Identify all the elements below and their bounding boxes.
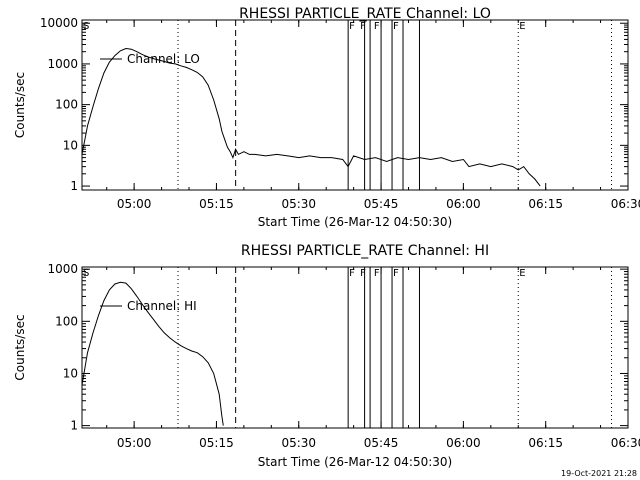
- x-tick-label: 05:00: [117, 197, 152, 211]
- hi-channel-panel: RHESSI PARTICLE_RATE Channel: HI Start Ti…: [13, 243, 640, 469]
- x-tick-label: 05:30: [281, 436, 316, 450]
- footer-timestamp: 19-Oct-2021 21:28: [561, 469, 637, 478]
- event-marker-letter: E: [519, 268, 525, 279]
- y-tick-label: 100: [55, 98, 78, 112]
- data-series-line: [81, 281, 224, 426]
- event-marker-letter: F: [360, 268, 366, 279]
- event-marker-letter: S: [83, 21, 89, 32]
- event-marker-letter: S: [83, 268, 89, 279]
- x-tick-label: 05:15: [199, 436, 234, 450]
- x-tick-label: 06:00: [446, 436, 481, 450]
- x-tick-label: 06:30: [611, 436, 640, 450]
- x-axis-label: Start Time (26-Mar-12 04:50:30): [258, 215, 452, 229]
- event-marker-letter: F: [349, 21, 355, 32]
- data-series-line: [81, 47, 541, 187]
- y-axis-label: Counts/sec: [13, 314, 27, 380]
- x-tick-label: 06:30: [611, 197, 640, 211]
- plot-frame: [81, 19, 629, 191]
- y-tick-label: 1000: [47, 57, 78, 71]
- x-tick-label: 05:15: [199, 197, 234, 211]
- y-tick-label: 10: [63, 366, 78, 380]
- event-marker-letter: F: [393, 268, 399, 279]
- x-axis-label: Start Time (26-Mar-12 04:50:30): [258, 455, 452, 469]
- chart-title: RHESSI PARTICLE_RATE Channel: HI: [241, 243, 489, 259]
- event-marker-letter: F: [349, 268, 355, 279]
- y-axis-label: Counts/sec: [13, 72, 27, 138]
- event-marker-letter: E: [519, 21, 525, 32]
- x-tick-label: 06:15: [528, 436, 563, 450]
- x-tick-label: 06:00: [446, 197, 481, 211]
- x-tick-label: 05:45: [364, 436, 399, 450]
- plot-frame: [81, 266, 629, 429]
- event-marker-letter: F: [374, 21, 380, 32]
- event-marker-letter: F: [374, 268, 380, 279]
- event-marker-letter: F: [360, 21, 366, 32]
- legend-label: Channel: HI: [127, 299, 197, 313]
- event-marker-letter: F: [393, 21, 399, 32]
- y-tick-label: 10000: [40, 16, 78, 30]
- x-tick-label: 06:15: [528, 197, 563, 211]
- x-tick-label: 05:45: [364, 197, 399, 211]
- lo-channel-panel: RHESSI PARTICLE_RATE Channel: LO Start Ti…: [13, 6, 640, 229]
- y-tick-label: 1000: [47, 262, 78, 276]
- y-tick-label: 1: [70, 419, 78, 433]
- y-tick-label: 100: [55, 314, 78, 328]
- chart-title: RHESSI PARTICLE_RATE Channel: LO: [239, 6, 491, 22]
- legend-label: Channel: LO: [127, 52, 200, 66]
- x-tick-label: 05:30: [281, 197, 316, 211]
- y-tick-label: 10: [63, 138, 78, 152]
- x-tick-label: 05:00: [117, 436, 152, 450]
- y-tick-label: 1: [70, 179, 78, 193]
